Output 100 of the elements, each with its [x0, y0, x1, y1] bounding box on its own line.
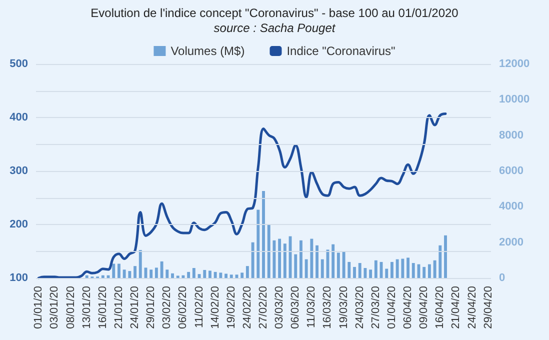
bar	[348, 262, 351, 278]
y2-tick-label: 4000	[499, 200, 524, 213]
bar	[85, 275, 88, 278]
x-tick-label: 29/01/20	[145, 286, 158, 329]
bar	[310, 238, 314, 278]
x-tick-label: 03/01/20	[48, 286, 61, 329]
x-tick-label: 24/02/20	[241, 286, 254, 329]
bar	[390, 262, 394, 278]
x-tick-label: 21/01/20	[112, 286, 125, 329]
bar	[353, 266, 356, 278]
bar	[134, 266, 136, 278]
legend-label: Volumes (M$)	[170, 44, 245, 58]
bar	[160, 261, 164, 278]
y2-tick-label: 0	[499, 272, 506, 284]
chart-subtitle: source : Sacha Pouget	[214, 21, 336, 35]
y2-tick-label: 6000	[499, 165, 524, 177]
y-tick-label: 300	[10, 165, 28, 177]
bar	[336, 252, 340, 278]
bar	[364, 268, 367, 278]
bar	[112, 264, 116, 278]
bar	[304, 259, 308, 278]
bar	[166, 270, 169, 278]
x-tick-label: 06/03/20	[290, 286, 302, 329]
bar	[332, 244, 335, 278]
x-tick-label: 16/03/20	[322, 286, 334, 329]
bar	[412, 263, 415, 278]
y2-tick-label: 12000	[499, 58, 530, 70]
y2-tick-label: 2000	[499, 236, 524, 248]
x-tick-label: 21/04/20	[450, 286, 462, 329]
bar	[316, 245, 318, 278]
bar	[428, 264, 431, 278]
line-series	[37, 112, 447, 280]
bar	[401, 258, 404, 278]
bar	[406, 258, 410, 278]
bar	[294, 254, 298, 278]
y2-tick-label: 8000	[499, 129, 524, 142]
bar	[246, 266, 249, 278]
bar	[192, 268, 196, 278]
bar	[272, 240, 276, 278]
bar	[374, 260, 378, 278]
bar	[101, 275, 104, 278]
x-tick-label: 08/01/20	[64, 286, 77, 329]
bar	[256, 210, 260, 278]
x-tick-label: 01/04/20	[386, 286, 398, 329]
bar	[122, 270, 126, 278]
x-tick-label: 27/02/20	[258, 286, 270, 329]
bar	[208, 270, 212, 278]
bar	[433, 260, 436, 278]
chart-title: Evolution de l'indice concept "Coronavirus" - base 100 au 01/01/2020	[90, 6, 459, 20]
bar	[283, 244, 286, 278]
x-tick-label: 03/02/20	[161, 286, 174, 329]
x-tick-label: 11/02/20	[193, 286, 206, 328]
bar	[171, 273, 174, 278]
x-tick-label: 19/02/20	[225, 286, 238, 329]
y-tick-label: 100	[10, 272, 28, 284]
bar	[187, 272, 190, 278]
bar	[278, 238, 282, 278]
bar	[342, 251, 346, 278]
bar	[240, 272, 244, 278]
bar	[224, 274, 228, 278]
x-tick-label: 03/03/20	[274, 286, 286, 329]
bar	[118, 264, 120, 278]
bar	[320, 259, 324, 278]
x-tick-label: 14/02/20	[209, 286, 222, 329]
x-tick-label: 01/01/20	[32, 286, 45, 329]
x-tick-label: 19/03/20	[338, 286, 350, 329]
bar	[358, 263, 362, 278]
legend-label: Indice "Coronavirus"	[286, 44, 396, 58]
bar	[128, 271, 132, 278]
y-tick-label: 200	[10, 218, 28, 230]
x-tick-label: 06/04/20	[402, 286, 414, 329]
x-tick-label: 27/03/20	[370, 286, 382, 329]
y-tick-label: 400	[10, 112, 28, 124]
x-tick-label: 29/04/20	[482, 286, 494, 329]
x-tick-label: 16/04/20	[434, 286, 446, 329]
bar	[438, 245, 442, 278]
x-tick-label: 11/03/20	[306, 286, 318, 328]
bar	[422, 266, 426, 278]
bar	[267, 224, 270, 278]
x-tick-label: 24/04/20	[466, 286, 478, 329]
x-tick-label: 24/01/20	[129, 286, 142, 329]
bar	[262, 190, 265, 278]
bar	[230, 274, 233, 278]
x-tick-label: 16/01/20	[96, 286, 109, 329]
bar	[369, 270, 372, 278]
x-tick-label: 13/01/20	[80, 286, 93, 329]
y2-tick-label: 10000	[499, 94, 530, 106]
bar	[219, 272, 222, 278]
bar	[138, 250, 142, 278]
bar	[182, 275, 185, 278]
bar	[396, 259, 399, 278]
bar	[203, 270, 206, 278]
bar	[444, 235, 447, 278]
y-tick-label: 500	[10, 58, 28, 70]
bar	[385, 268, 388, 278]
bar	[150, 270, 153, 278]
x-tick-label: 24/03/20	[354, 286, 366, 329]
bar	[251, 242, 254, 278]
x-tick-label: 09/04/20	[418, 286, 430, 329]
x-tick-label: 06/02/20	[177, 286, 190, 329]
